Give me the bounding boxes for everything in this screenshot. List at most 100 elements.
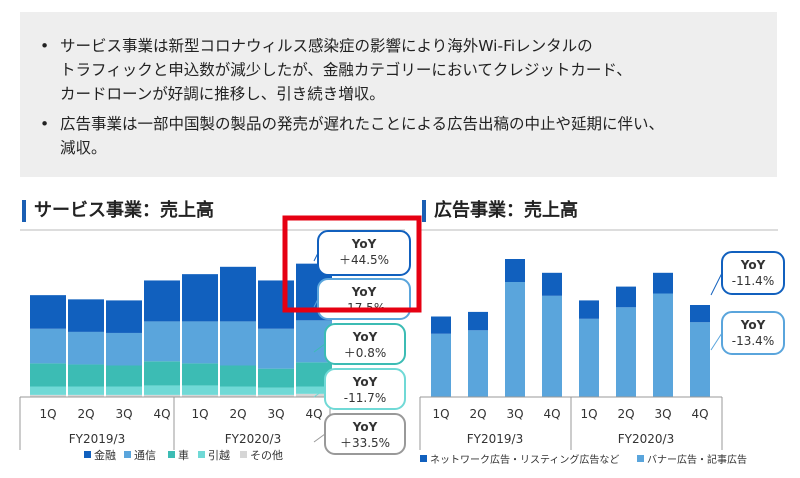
service-bar-segment [258,394,294,397]
summary-line: 減収。 [60,139,107,157]
service-tick-label: 2Q [77,407,94,421]
ads-bar-segment [653,293,673,397]
ads-callout-connector [710,332,723,351]
service-group-label: FY2019/3 [69,432,125,446]
summary-bullet-service: サービス事業は新型コロナウィルス感染症の影響により海外Wi-Fiレンタルの トラ… [40,34,777,106]
summary-line: サービス事業は新型コロナウィルス感染症の影響により海外Wi-Fiレンタルの [60,37,593,55]
service-bar-segment [220,386,256,395]
service-bar-segment [258,387,294,395]
ads-tick-label: 3Q [506,407,523,421]
service-bar-segment [30,295,66,329]
yoy-label: YoY [740,318,766,332]
service-title-rule [20,229,405,231]
summary-bullet-ads: 広告事業は一部中国製の製品の発売が遅れたことによる広告出稿の中止や延期に伴い、 … [40,112,777,160]
ads-tick-label: 1Q [432,407,449,421]
ads-bar-segment [431,333,451,397]
ads-bar-segment [616,286,636,308]
ads-tick-label: 3Q [654,407,671,421]
service-bar-segment [144,394,180,397]
yoy-label: YoY [352,330,378,344]
service-legend-label: 引越 [208,448,230,462]
yoy-label: YoY [352,420,378,434]
service-bar-segment [144,385,180,395]
service-bar-segment [30,328,66,364]
service-bar-segment [68,394,104,397]
ads-legend-swatch [637,455,644,462]
ads-bar-segment [579,318,599,397]
service-callout-connector [313,433,326,443]
service-bar-segment [182,363,218,386]
summary-line: 広告事業は一部中国製の製品の発売が遅れたことによる広告出稿の中止や延期に伴い、 [60,115,665,133]
ads-legend-swatch [420,455,427,462]
ads-bar-segment [542,295,562,397]
service-legend-label: 通信 [134,449,156,462]
yoy-value: -11.7% [344,391,386,405]
service-bar-segment [68,299,104,332]
service-bar-segment [182,394,218,397]
service-bar-segment [68,386,104,395]
service-group-label: FY2020/3 [225,432,281,446]
service-tick-label: 3Q [267,407,284,421]
service-bar-segment [182,321,218,364]
service-bar-segment [182,385,218,395]
service-tick-label: 3Q [115,407,132,421]
service-legend-swatch [240,451,247,458]
service-bar-segment [144,321,180,362]
service-bar-segment [106,365,142,387]
ads-callout-connector [710,272,723,296]
yoy-label: YoY [351,285,377,299]
yoy-value: -13.4% [732,334,774,348]
service-legend-label: その他 [250,449,283,462]
service-tick-label: 4Q [305,407,322,421]
yoy-label: YoY [352,375,378,389]
ads-chart-title: 広告事業：売上高 [422,198,578,224]
ads-group-label: FY2019/3 [467,432,523,446]
service-bar-segment [30,363,66,387]
service-bar-segment [258,280,294,329]
highlight-frame [282,215,422,313]
ads-tick-label: 4Q [543,407,560,421]
service-legend-label: 車 [178,448,189,462]
yoy-value: ＋33.5% [340,436,390,450]
service-bar-segment [258,368,294,388]
ads-bar-segment [431,316,451,334]
service-legend-swatch [168,451,175,458]
service-tick-label: 4Q [153,407,170,421]
service-bar-segment [258,328,294,369]
yoy-value: ＋44.5% [339,253,389,267]
ads-title-rule [420,229,778,231]
service-callout-connector [313,343,326,353]
service-bar-segment [144,361,180,386]
yoy-value: -11.4% [732,274,774,288]
ads-bar-segment [468,330,488,397]
service-tick-label: 2Q [229,407,246,421]
service-bar-segment [30,386,66,395]
ads-bar-segment [690,305,710,323]
ads-bar-segment [542,272,562,296]
service-bar-segment [220,365,256,387]
service-bar-segment [220,394,256,397]
service-bar-segment [106,332,142,366]
summary-line: トラフィックと申込数が減少したが、金融カテゴリーにおいてクレジットカード、 [60,61,632,79]
ads-bar-segment [653,272,673,294]
service-bar-segment [106,300,142,333]
service-bar-segment [296,393,332,397]
ads-bar-segment [505,259,525,282]
service-chart-title: サービス事業：売上高 [22,198,214,224]
service-callout-connector [313,298,319,308]
ads-tick-label: 2Q [469,407,486,421]
service-bar-segment [220,321,256,366]
service-bar-segment [182,274,218,322]
yoy-label: YoY [351,237,377,251]
yoy-value: ＋0.8% [344,346,387,360]
service-bar-segment [106,394,142,397]
service-bar-segment [220,266,256,322]
service-bar-segment [296,386,332,394]
service-tick-label: 1Q [191,407,208,421]
ads-bar-segment [505,282,525,397]
ads-group-label: FY2020/3 [618,432,674,446]
service-legend-label: 金融 [94,448,116,462]
service-callout-connector [313,252,319,262]
service-bar-segment [30,394,66,397]
